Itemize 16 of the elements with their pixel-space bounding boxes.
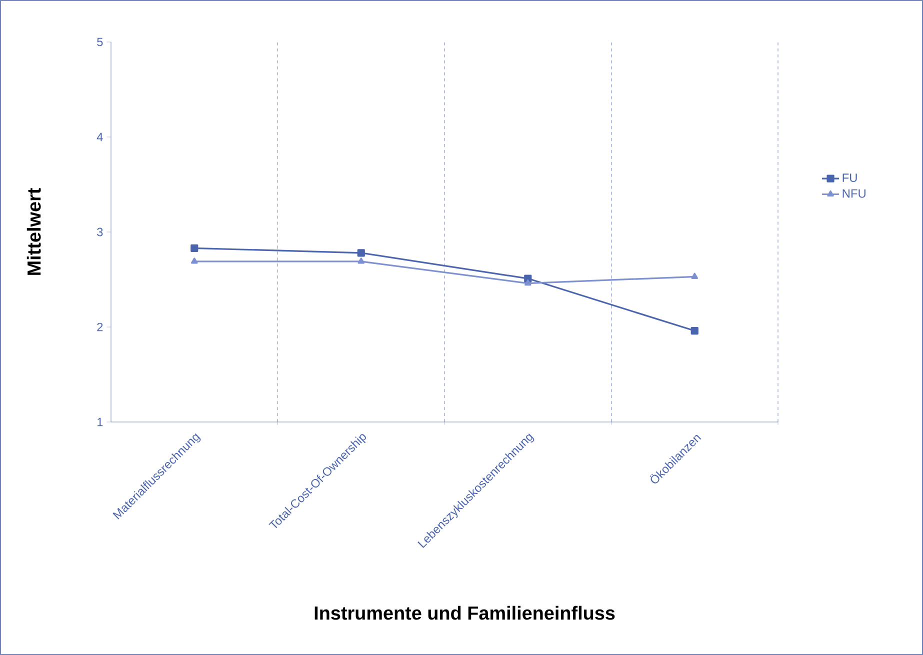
point [524,279,532,286]
point [357,249,365,257]
point [190,244,198,252]
point [690,326,698,335]
x-axis-title: Instrumente und Familieneinfluss [314,606,615,620]
legend-label: NFU [842,189,866,198]
y-tick-label: 5 [97,38,103,46]
y-tick-label: 2 [97,322,103,332]
point [358,258,365,264]
y-axis-title: Mittelwert [26,188,41,275]
y-tick-label: 1 [97,418,103,426]
y-tick-label: 4 [96,132,103,142]
y-tick-label: 3 [97,228,103,236]
point [691,272,698,279]
legend-label: FU [842,174,857,182]
point [190,258,198,264]
